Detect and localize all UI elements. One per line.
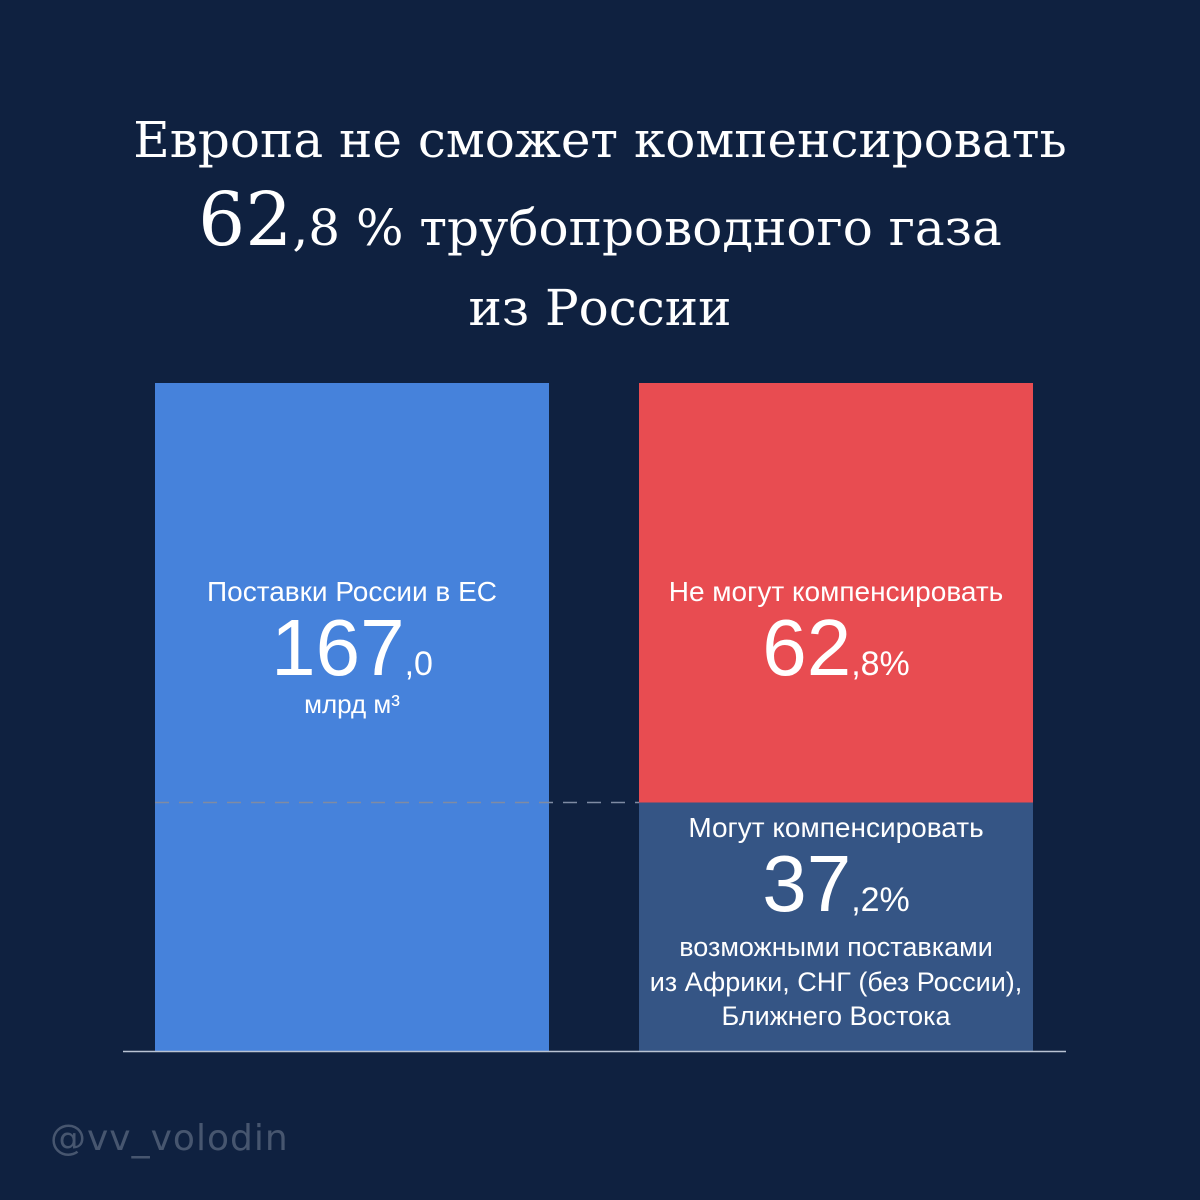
value-frac: ,0 (404, 645, 433, 684)
value-cannot-compensate: 62,8% (639, 608, 1033, 688)
title-line-2: 62,8 % трубопроводного газа (0, 180, 1200, 268)
bar-russia-supply (155, 383, 549, 1051)
bar-segment-cannot-compensate (639, 383, 1033, 803)
label-russia-supply: Поставки России в ЕС (207, 576, 497, 607)
title-line-1: Европа не сможет компенсировать (133, 111, 1067, 169)
value-frac: ,8% (851, 645, 910, 684)
value-int: 37 (762, 839, 852, 929)
note-can-compensate: возможными поставками из Африки, СНГ (бе… (629, 930, 1043, 1034)
title-line-2-rest: ,8 % трубопроводного газа (292, 199, 1002, 257)
bar-label-can-compensate: Могут компенсировать 37,2% возможными по… (629, 812, 1043, 1034)
watermark-handle: @vv_volodin (50, 1118, 289, 1159)
title-line-3: из России (468, 279, 732, 337)
value-frac: ,2% (851, 881, 910, 920)
bar-label-cannot-compensate: Не могут компенсировать 62,8% (639, 576, 1033, 688)
value-int: 62 (762, 603, 852, 693)
note-line-1: возможными поставками (679, 932, 993, 963)
note-line-2: из Африки, СНГ (без России), (649, 966, 1023, 997)
bar-segment-can-compensate (639, 802, 1033, 1051)
chart-title: Европа не сможет компенсировать 62,8 % т… (0, 100, 1200, 348)
value-russia-supply: 167,0 (155, 608, 549, 688)
label-can-compensate: Могут компенсировать (688, 812, 984, 843)
title-highlight-number: 62 (198, 177, 293, 263)
label-cannot-compensate: Не могут компенсировать (668, 576, 1004, 607)
unit-label: млрд м³ (304, 689, 400, 720)
note-line-3: Ближнего Востока (721, 1001, 951, 1032)
value-can-compensate: 37,2% (629, 844, 1043, 924)
bar-label-russia-supply: Поставки России в ЕС 167,0 млрд м³ (155, 576, 549, 720)
value-int: 167 (271, 603, 405, 693)
